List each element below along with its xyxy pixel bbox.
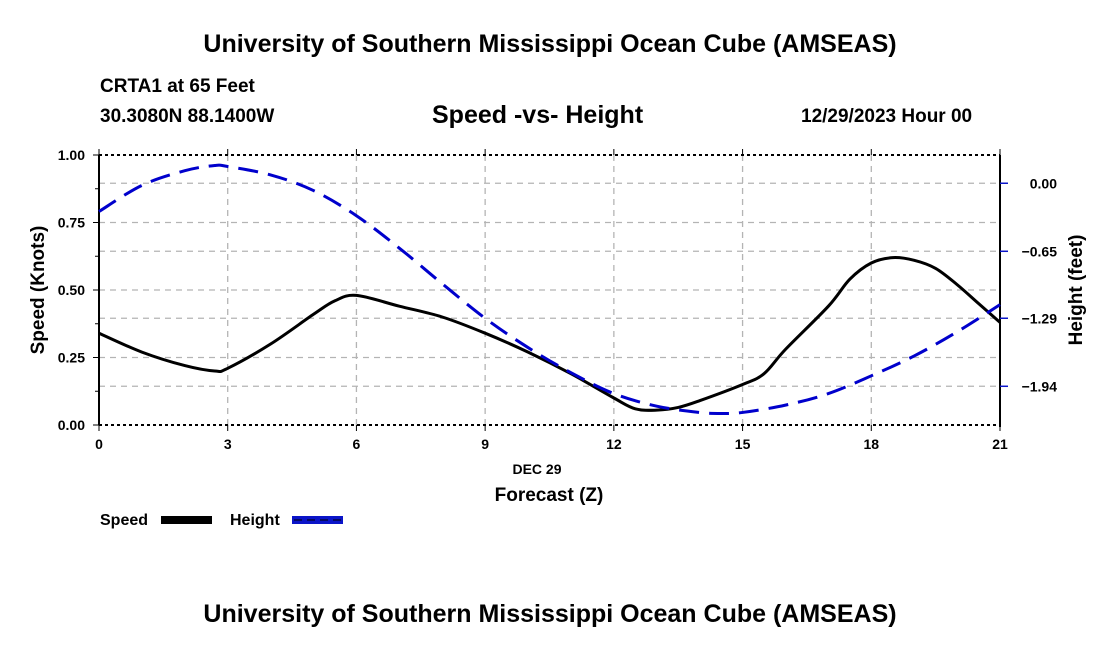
series-line-height	[98, 163, 1001, 416]
x-tick-label: 21	[992, 436, 1008, 452]
series-line-speed	[98, 256, 1001, 412]
y-tick-label: 0.50	[58, 282, 85, 298]
footer-title: University of Southern Mississippi Ocean…	[203, 600, 897, 628]
y-tick-label: 0.25	[58, 350, 85, 366]
station-label: CRTA1 at 65 Feet	[100, 76, 255, 97]
x-tick-label: 15	[735, 436, 751, 452]
y2-tick-label: 0.00	[1030, 175, 1057, 191]
x-tick-label: 0	[95, 436, 103, 452]
grid	[99, 155, 1000, 425]
y2-tick-label: −0.65	[1022, 243, 1058, 259]
y2-axis-ticks: 0.00 −0.65 −1.29 −1.94	[1000, 175, 1057, 394]
series-lines	[98, 163, 1001, 416]
datetime-label: 12/29/2023 Hour 00	[801, 106, 973, 127]
x-axis-ticks: 0 3 6 9 12 15 18 21	[95, 149, 1008, 452]
x-tick-label: 12	[606, 436, 622, 452]
y2-tick-label: −1.29	[1022, 310, 1058, 326]
x-axis-title: Forecast (Z)	[495, 485, 604, 506]
legend-height-label: Height	[230, 512, 280, 529]
legend: Speed Height	[100, 512, 343, 529]
y-tick-label: 1.00	[58, 147, 85, 163]
page-title: University of Southern Mississippi Ocean…	[203, 30, 897, 58]
plot-frame	[98, 154, 1001, 427]
y-axis-ticks: 0.00 0.25 0.50 0.75 1.00	[58, 147, 99, 433]
x-tick-label: 9	[481, 436, 489, 452]
x-tick-label: 3	[224, 436, 232, 452]
legend-speed-label: Speed	[100, 512, 148, 529]
x-tick-label: 6	[353, 436, 361, 452]
y-tick-label: 0.75	[58, 215, 85, 231]
chart-title: Speed -vs- Height	[432, 101, 644, 129]
x-tick-label: 18	[863, 436, 879, 452]
legend-speed-swatch	[161, 516, 212, 524]
y-tick-label: 0.00	[58, 417, 85, 433]
y2-axis-title: Height (feet)	[1066, 235, 1087, 346]
x-date-label: DEC 29	[512, 461, 561, 477]
y2-tick-label: −1.94	[1022, 378, 1058, 394]
y-axis-title: Speed (Knots)	[28, 226, 49, 355]
coordinates-label: 30.3080N 88.1400W	[100, 106, 275, 127]
legend-height-swatch	[292, 516, 343, 524]
